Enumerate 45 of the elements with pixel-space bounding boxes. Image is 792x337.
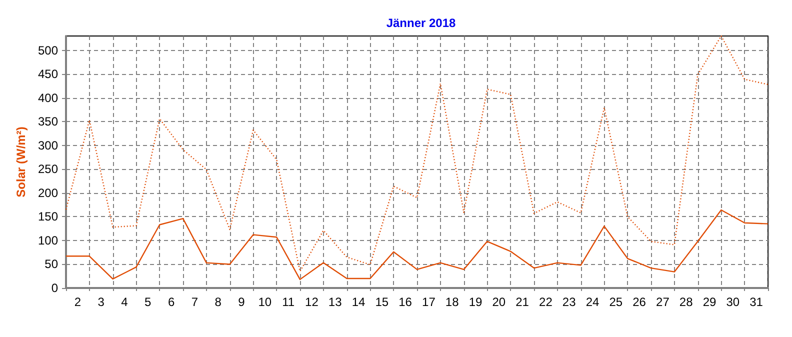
line-series bbox=[65, 209, 769, 280]
x-tick-label: 21 bbox=[516, 295, 530, 309]
x-tick-label: 12 bbox=[305, 295, 319, 309]
x-tick-label: 7 bbox=[191, 295, 198, 309]
x-tick-label: 28 bbox=[679, 295, 694, 309]
x-tick-label: 19 bbox=[468, 295, 482, 309]
x-tick-label: 5 bbox=[144, 295, 152, 309]
x-tick-label: 14 bbox=[352, 295, 366, 309]
x-tick-label: 15 bbox=[375, 295, 389, 309]
x-tick-label: 24 bbox=[586, 295, 600, 309]
y-tick-label: 0 bbox=[51, 281, 58, 295]
y-tick-label: 100 bbox=[38, 233, 58, 248]
x-tick-label: 11 bbox=[282, 295, 295, 309]
x-tick-label: 6 bbox=[168, 295, 175, 309]
y-axis-title: Solar (W/m²) bbox=[14, 126, 28, 198]
x-tick-label: 27 bbox=[656, 295, 670, 309]
x-tick-label: 29 bbox=[702, 295, 716, 309]
x-tick-label: 3 bbox=[98, 295, 105, 309]
y-tick-label: 300 bbox=[38, 138, 58, 152]
x-tick-label: 9 bbox=[238, 295, 246, 309]
chart-title: Jänner 2018 bbox=[386, 16, 456, 30]
y-tick-label: 150 bbox=[38, 210, 58, 224]
x-tick-label: 25 bbox=[609, 295, 623, 309]
y-tick-label: 250 bbox=[38, 162, 58, 176]
y-tick-label: 200 bbox=[38, 186, 58, 200]
x-tick-label: 16 bbox=[398, 295, 412, 309]
x-tick-label: 17 bbox=[422, 295, 436, 309]
x-tick-label: 10 bbox=[258, 295, 272, 309]
y-tick-label: 400 bbox=[38, 90, 58, 105]
x-tick-label: 13 bbox=[328, 295, 342, 309]
x-tick-label: 30 bbox=[726, 295, 740, 309]
x-tick-label: 20 bbox=[492, 295, 506, 309]
y-tick-label: 50 bbox=[44, 257, 58, 272]
x-tick-label: 18 bbox=[445, 295, 460, 309]
x-tick-label: 26 bbox=[632, 295, 646, 309]
x-tick-label: 2 bbox=[74, 295, 82, 309]
y-tick-label: 350 bbox=[38, 114, 58, 129]
y-tick-label: 500 bbox=[38, 43, 58, 58]
x-tick-label: 23 bbox=[562, 295, 576, 309]
x-tick-label: 31 bbox=[750, 295, 764, 309]
x-tick-label: 22 bbox=[539, 295, 553, 309]
x-tick-label: 4 bbox=[121, 295, 128, 309]
x-tick-label: 8 bbox=[214, 295, 222, 309]
y-tick-label: 450 bbox=[38, 67, 58, 82]
line-series bbox=[65, 35, 769, 272]
